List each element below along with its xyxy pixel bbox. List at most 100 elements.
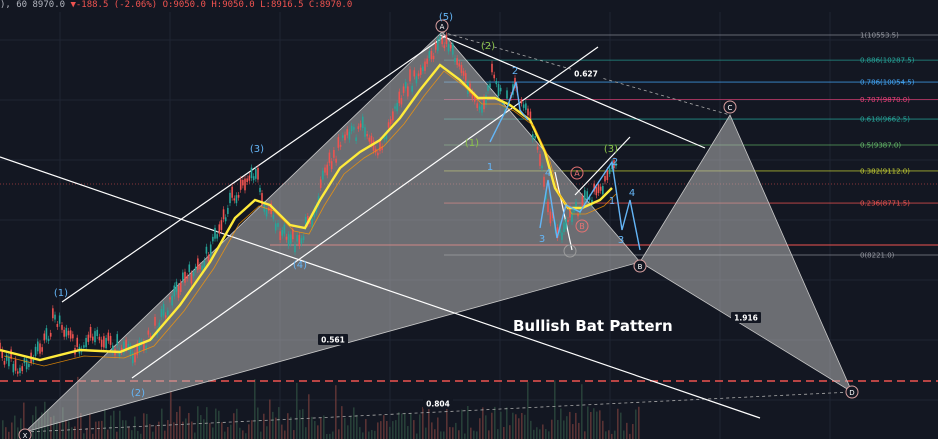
candle-body <box>111 345 114 353</box>
candle-body <box>197 258 199 270</box>
candle-body <box>452 43 454 55</box>
ratio-label-bg <box>731 312 761 323</box>
candle-body <box>434 43 437 50</box>
volume-bar <box>398 412 400 439</box>
small-channel-down <box>554 171 573 251</box>
volume-bar <box>413 420 415 439</box>
volume-bar <box>242 430 244 439</box>
candle-body <box>302 236 305 240</box>
candle-body <box>136 343 139 356</box>
candle-body <box>298 234 301 247</box>
volume-bar <box>11 422 13 439</box>
volume-bar <box>209 423 211 439</box>
candle-body <box>283 224 286 234</box>
candle-body <box>203 260 206 268</box>
candle-body <box>404 81 407 89</box>
candle-body <box>96 329 99 336</box>
volume-bar <box>101 420 103 439</box>
volume-bar <box>476 431 478 439</box>
volume-bar <box>137 430 139 439</box>
candle-body <box>474 94 476 102</box>
candle-body <box>311 219 313 228</box>
volume-bar <box>104 408 106 439</box>
candle-body <box>300 238 303 244</box>
volume-bar <box>164 430 166 439</box>
candle-body <box>573 208 575 213</box>
candle-body <box>402 86 405 93</box>
volume-bar <box>542 424 544 439</box>
moving-average-orange <box>3 70 617 367</box>
candle-body <box>91 336 94 341</box>
candle-body <box>259 187 261 193</box>
candle-body <box>487 85 489 91</box>
fib-level-label: 0(8221.0) <box>860 252 895 260</box>
volume-bar <box>149 423 151 439</box>
volume-bar <box>473 430 475 439</box>
wave-label-main: (3) <box>250 144 264 155</box>
volume-bar <box>227 426 229 439</box>
ratio-label: 0.561 <box>321 336 345 345</box>
wave-label-minor: 3 <box>539 234 545 245</box>
volume-bar <box>302 409 304 439</box>
fib-level-label: 0.786(10054.5) <box>860 79 915 87</box>
volume-bar <box>296 382 298 439</box>
candle-body <box>147 330 150 335</box>
volume-bar <box>635 409 637 439</box>
candle-body <box>449 44 452 49</box>
volume-bar <box>233 413 235 439</box>
candle-body <box>252 176 255 181</box>
candle-body <box>454 57 456 62</box>
volume-bar <box>224 431 226 439</box>
candle-body <box>602 186 604 195</box>
volume-bar <box>494 406 496 439</box>
volume-bar <box>341 406 343 439</box>
candle-body <box>233 198 236 201</box>
candle-body <box>563 222 565 233</box>
volume-bar <box>584 431 586 439</box>
candle-body <box>54 314 56 320</box>
volume-bar <box>14 415 16 439</box>
candle-body <box>52 308 54 319</box>
volume-bar <box>278 407 280 439</box>
ratio-label: 0.804 <box>426 400 450 409</box>
candle-body <box>437 38 439 51</box>
volume-bar <box>371 429 373 439</box>
candle-body <box>556 227 559 238</box>
volume-bar <box>632 424 634 439</box>
candle-body <box>294 244 296 253</box>
volume-bar <box>593 408 595 439</box>
candle-body <box>173 285 176 297</box>
wave-zigzag-minor-2 <box>539 160 641 251</box>
candle-body <box>237 194 240 198</box>
candle-body <box>520 100 523 104</box>
candle-body <box>366 134 368 137</box>
candle-body <box>409 69 411 82</box>
candle-body <box>209 244 212 256</box>
pattern-point-marker <box>633 259 647 273</box>
candle-body <box>25 359 28 370</box>
open-value: O:9050.0 <box>162 0 206 10</box>
volume-bar <box>548 431 550 439</box>
candle-body <box>218 224 221 234</box>
volume-bar <box>338 429 340 439</box>
volume-bar <box>416 433 418 439</box>
volume-bar <box>404 412 406 439</box>
volume-bar <box>611 433 613 439</box>
candle-body <box>575 201 577 209</box>
candle-body <box>398 91 401 104</box>
candle-body <box>606 170 609 181</box>
volume-bar <box>554 380 556 439</box>
ratio-label: 0.627 <box>574 70 598 79</box>
candle-body <box>322 170 324 180</box>
volume-bar <box>629 433 631 439</box>
candle-body <box>56 323 59 327</box>
wave-label-minor: 4 <box>545 168 551 179</box>
wave-point-circle <box>575 219 589 233</box>
pattern-point-label: A <box>440 23 445 31</box>
wave-label-minor: 4 <box>629 188 635 199</box>
candle-body <box>65 327 68 337</box>
volume-bar <box>422 406 424 439</box>
volume-bar <box>419 414 421 439</box>
